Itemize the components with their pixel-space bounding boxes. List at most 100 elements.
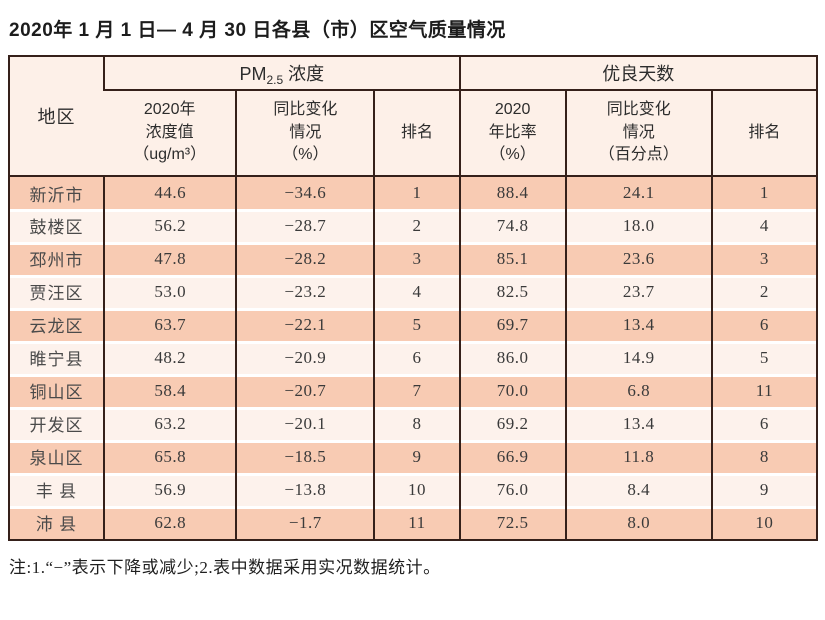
cell-pm-rank: 8: [373, 407, 460, 440]
cell-pm-rank: 1: [373, 176, 460, 209]
column-header-good-rank: 排名: [710, 90, 816, 177]
cell-good-rank: 10: [710, 506, 816, 539]
cell-pm-change: −1.7: [235, 506, 375, 539]
cell-pm-value: 62.8: [103, 506, 237, 539]
page-title: 2020年 1 月 1 日— 4 月 30 日各县（市）区空气质量情况: [9, 20, 506, 41]
cell-good-rate: 86.0: [458, 341, 566, 374]
cell-pm-change: −34.6: [235, 176, 375, 209]
column-group-pm25: PM2.5 浓度: [103, 57, 460, 91]
cell-region: 丰 县: [10, 473, 105, 506]
cell-pm-change: −28.7: [235, 209, 375, 242]
air-quality-table-frame: 地区 PM2.5 浓度 优良天数 2020年 浓度值 （ug/m³） 同比变化 …: [8, 55, 818, 541]
cell-pm-value: 63.2: [103, 407, 237, 440]
cell-good-rate: 74.8: [458, 209, 566, 242]
cell-region: 新沂市: [10, 176, 105, 209]
cell-good-change: 11.8: [564, 440, 712, 473]
cell-pm-value: 56.2: [103, 209, 237, 242]
cell-pm-value: 63.7: [103, 308, 237, 341]
cell-pm-value: 58.4: [103, 374, 237, 407]
cell-pm-rank: 4: [373, 275, 460, 308]
pm25-prefix: PM: [239, 63, 267, 84]
cell-good-rate: 69.2: [458, 407, 566, 440]
cell-good-change: 8.4: [564, 473, 712, 506]
cell-good-rate: 66.9: [458, 440, 566, 473]
cell-region: 贾汪区: [10, 275, 105, 308]
cell-pm-change: −28.2: [235, 242, 375, 275]
table-body: 新沂市 44.6 −34.6 1 88.4 24.1 1 鼓楼区 56.2 −28.7 2 74.8 1…: [10, 176, 816, 539]
cell-good-change: 13.4: [564, 407, 712, 440]
cell-region: 沛 县: [10, 506, 105, 539]
table-row: 开发区 63.2 −20.1 8 69.2 13.4 6: [10, 407, 816, 440]
column-group-good-days: 优良天数: [458, 57, 816, 91]
table-row: 鼓楼区 56.2 −28.7 2 74.8 18.0 4: [10, 209, 816, 242]
column-header-region: 地区: [10, 57, 105, 177]
cell-pm-change: −20.9: [235, 341, 375, 374]
cell-good-change: 23.6: [564, 242, 712, 275]
column-header-pm-change: 同比变化 情况 （%）: [235, 90, 375, 177]
cell-region: 泉山区: [10, 440, 105, 473]
air-quality-table: 地区 PM2.5 浓度 优良天数 2020年 浓度值 （ug/m³） 同比变化 …: [10, 57, 816, 539]
cell-good-change: 18.0: [564, 209, 712, 242]
cell-good-change: 14.9: [564, 341, 712, 374]
cell-region: 云龙区: [10, 308, 105, 341]
cell-good-rank: 8: [710, 440, 816, 473]
table-row: 贾汪区 53.0 −23.2 4 82.5 23.7 2: [10, 275, 816, 308]
cell-good-rank: 9: [710, 473, 816, 506]
cell-good-change: 13.4: [564, 308, 712, 341]
cell-pm-value: 47.8: [103, 242, 237, 275]
cell-region: 铜山区: [10, 374, 105, 407]
cell-region: 开发区: [10, 407, 105, 440]
cell-pm-rank: 11: [373, 506, 460, 539]
cell-pm-value: 48.2: [103, 341, 237, 374]
cell-good-rate: 82.5: [458, 275, 566, 308]
cell-region: 邳州市: [10, 242, 105, 275]
cell-region: 鼓楼区: [10, 209, 105, 242]
table-header: 地区 PM2.5 浓度 优良天数 2020年 浓度值 （ug/m³） 同比变化 …: [10, 57, 816, 177]
cell-pm-change: −20.7: [235, 374, 375, 407]
cell-pm-rank: 3: [373, 242, 460, 275]
header-sub-row: 2020年 浓度值 （ug/m³） 同比变化 情况 （%） 排名 2020 年比…: [10, 90, 816, 177]
cell-good-rank: 1: [710, 176, 816, 209]
table-row: 泉山区 65.8 −18.5 9 66.9 11.8 8: [10, 440, 816, 473]
pm25-suffix: 浓度: [283, 63, 325, 84]
cell-good-change: 8.0: [564, 506, 712, 539]
cell-region: 睢宁县: [10, 341, 105, 374]
cell-pm-rank: 7: [373, 374, 460, 407]
cell-good-change: 23.7: [564, 275, 712, 308]
column-header-good-change: 同比变化 情况 （百分点）: [564, 90, 712, 177]
cell-good-rank: 3: [710, 242, 816, 275]
cell-pm-change: −22.1: [235, 308, 375, 341]
cell-pm-rank: 6: [373, 341, 460, 374]
cell-pm-rank: 5: [373, 308, 460, 341]
table-row: 丰 县 56.9 −13.8 10 76.0 8.4 9: [10, 473, 816, 506]
table-row: 邳州市 47.8 −28.2 3 85.1 23.6 3: [10, 242, 816, 275]
table-row: 睢宁县 48.2 −20.9 6 86.0 14.9 5: [10, 341, 816, 374]
cell-good-rate: 72.5: [458, 506, 566, 539]
cell-good-rate: 76.0: [458, 473, 566, 506]
cell-pm-change: −18.5: [235, 440, 375, 473]
cell-good-rate: 85.1: [458, 242, 566, 275]
cell-pm-change: −20.1: [235, 407, 375, 440]
cell-pm-rank: 9: [373, 440, 460, 473]
cell-good-rate: 70.0: [458, 374, 566, 407]
cell-pm-rank: 2: [373, 209, 460, 242]
footnote: 注:1.“−”表示下降或减少;2.表中数据采用实况数据统计。: [9, 558, 441, 577]
header-group-row: 地区 PM2.5 浓度 优良天数: [10, 57, 816, 177]
cell-good-rate: 88.4: [458, 176, 566, 209]
table-row: 铜山区 58.4 −20.7 7 70.0 6.8 11: [10, 374, 816, 407]
column-header-pm-value: 2020年 浓度值 （ug/m³）: [104, 90, 237, 177]
cell-pm-value: 53.0: [103, 275, 237, 308]
cell-good-change: 6.8: [564, 374, 712, 407]
cell-good-rank: 6: [710, 407, 816, 440]
cell-good-rank: 6: [710, 308, 816, 341]
cell-pm-change: −23.2: [235, 275, 375, 308]
table-row: 云龙区 63.7 −22.1 5 69.7 13.4 6: [10, 308, 816, 341]
table-row: 新沂市 44.6 −34.6 1 88.4 24.1 1: [10, 176, 816, 209]
cell-pm-rank: 10: [373, 473, 460, 506]
table-row: 沛 县 62.8 −1.7 11 72.5 8.0 10: [10, 506, 816, 539]
cell-pm-value: 56.9: [103, 473, 237, 506]
cell-good-rate: 69.7: [458, 308, 566, 341]
column-header-pm-rank: 排名: [373, 90, 460, 177]
cell-pm-change: −13.8: [235, 473, 375, 506]
